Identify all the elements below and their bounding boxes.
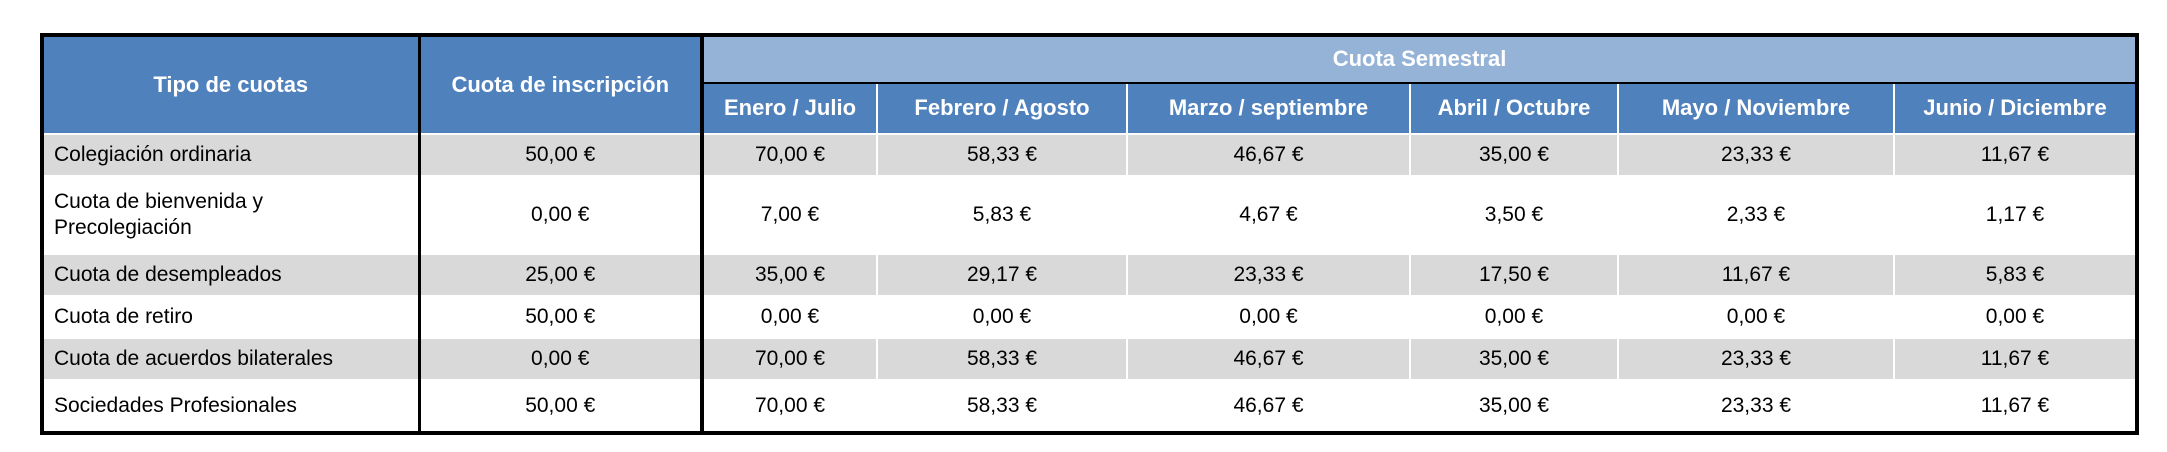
fee-inscripcion: 0,00 € xyxy=(418,337,704,381)
fee-cell: 23,33 € xyxy=(1617,133,1895,177)
fee-cell: 35,00 € xyxy=(1409,379,1619,434)
fee-cell: 58,33 € xyxy=(876,379,1128,434)
row-label: Cuota de retiro xyxy=(41,295,421,339)
header-cuota-semestral: Cuota Semestral xyxy=(701,34,2138,84)
fee-cell: 0,00 € xyxy=(1409,295,1619,339)
fees-table: Tipo de cuotas Cuota de inscripción Cuot… xyxy=(40,33,2139,435)
fee-cell: 23,33 € xyxy=(1617,337,1895,381)
fee-cell: 70,00 € xyxy=(701,379,878,434)
table-row: Cuota de bienvenida y Precolegiación 0,0… xyxy=(41,175,2138,255)
row-label: Cuota de acuerdos bilaterales xyxy=(41,337,421,381)
header-tipo-de-cuotas: Tipo de cuotas xyxy=(41,34,421,135)
fee-cell: 11,67 € xyxy=(1893,337,2138,381)
fee-cell: 5,83 € xyxy=(876,175,1128,255)
fee-cell: 0,00 € xyxy=(1893,295,2138,339)
fee-cell: 11,67 € xyxy=(1617,253,1895,297)
fee-cell: 0,00 € xyxy=(701,295,878,339)
header-row-months: Enero / Julio Febrero / Agosto Marzo / s… xyxy=(42,81,2138,136)
fee-cell: 70,00 € xyxy=(701,133,878,177)
header-month-junio-diciembre: Junio / Diciembre xyxy=(1893,81,2138,136)
fee-cell: 11,67 € xyxy=(1893,379,2138,434)
table-row: Cuota de desempleados 25,00 € 35,00 € 29… xyxy=(41,253,2138,297)
fee-cell: 35,00 € xyxy=(1409,337,1619,381)
fee-cell: 46,67 € xyxy=(1126,379,1411,434)
fee-cell: 7,00 € xyxy=(701,175,878,255)
row-label: Cuota de bienvenida y Precolegiación xyxy=(41,175,421,255)
fee-cell: 11,67 € xyxy=(1893,133,2138,177)
fee-inscripcion: 50,00 € xyxy=(418,379,704,434)
fee-cell: 0,00 € xyxy=(1126,295,1411,339)
fee-cell: 29,17 € xyxy=(876,253,1128,297)
header-month-abril-octubre: Abril / Octubre xyxy=(1409,81,1619,136)
fee-cell: 3,50 € xyxy=(1409,175,1619,255)
fee-cell: 70,00 € xyxy=(701,337,878,381)
table-row: Cuota de retiro 50,00 € 0,00 € 0,00 € 0,… xyxy=(41,295,2138,339)
fee-cell: 2,33 € xyxy=(1617,175,1895,255)
header-month-mayo-noviembre: Mayo / Noviembre xyxy=(1617,81,1895,136)
fee-cell: 0,00 € xyxy=(876,295,1128,339)
fee-cell: 46,67 € xyxy=(1126,133,1411,177)
fee-inscripcion: 25,00 € xyxy=(418,253,704,297)
row-label: Cuota de desempleados xyxy=(41,253,421,297)
fee-cell: 23,33 € xyxy=(1126,253,1411,297)
fee-cell: 1,17 € xyxy=(1893,175,2138,255)
table-row: Colegiación ordinaria 50,00 € 70,00 € 58… xyxy=(41,133,2138,177)
header-row-group: Tipo de cuotas Cuota de inscripción Cuot… xyxy=(41,34,2138,135)
fee-cell: 58,33 € xyxy=(876,133,1128,177)
table-row: Sociedades Profesionales 50,00 € 70,00 €… xyxy=(41,379,2138,434)
header-month-enero-julio: Enero / Julio xyxy=(701,81,878,136)
fee-inscripcion: 50,00 € xyxy=(418,133,704,177)
fee-cell: 58,33 € xyxy=(876,337,1128,381)
fee-cell: 35,00 € xyxy=(701,253,878,297)
fee-cell: 35,00 € xyxy=(1409,133,1619,177)
header-month-febrero-agosto: Febrero / Agosto xyxy=(876,81,1128,136)
fee-cell: 0,00 € xyxy=(1617,295,1895,339)
row-label: Sociedades Profesionales xyxy=(41,379,421,434)
fee-inscripcion: 50,00 € xyxy=(418,295,704,339)
fee-cell: 17,50 € xyxy=(1409,253,1619,297)
row-label: Colegiación ordinaria xyxy=(41,133,421,177)
fees-table-container: Tipo de cuotas Cuota de inscripción Cuot… xyxy=(40,33,2139,435)
fee-inscripcion: 0,00 € xyxy=(418,175,704,255)
header-cuota-inscripcion: Cuota de inscripción xyxy=(418,34,704,135)
header-month-marzo-septiembre: Marzo / septiembre xyxy=(1126,81,1411,136)
fee-cell: 46,67 € xyxy=(1126,337,1411,381)
fee-cell: 4,67 € xyxy=(1126,175,1411,255)
fee-cell: 23,33 € xyxy=(1617,379,1895,434)
fee-cell: 5,83 € xyxy=(1893,253,2138,297)
table-row: Cuota de acuerdos bilaterales 0,00 € 70,… xyxy=(41,337,2138,381)
